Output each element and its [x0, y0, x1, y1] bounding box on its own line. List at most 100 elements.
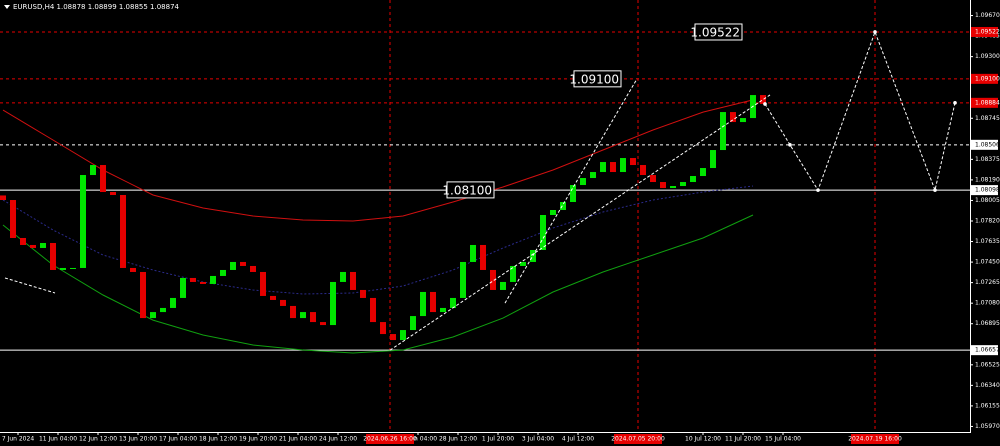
annotation-box	[446, 181, 495, 199]
candle-body	[100, 165, 106, 193]
candle-body	[160, 307, 166, 313]
candle-body	[410, 316, 416, 331]
level-label: 1.09522	[975, 28, 1000, 35]
candle-body	[430, 291, 436, 313]
candle-body	[80, 175, 86, 268]
annotation-box	[573, 70, 622, 88]
forecast-point	[816, 188, 820, 192]
candle-body	[0, 195, 6, 201]
time-marker-tag	[851, 434, 899, 444]
candle-body	[130, 267, 136, 272]
candle-body	[570, 185, 576, 203]
candle-body	[380, 322, 386, 335]
candle-body	[370, 297, 376, 323]
candle-body	[30, 244, 36, 248]
time-marker-tag	[614, 434, 662, 444]
candle-body	[690, 176, 696, 183]
y-tick-label: 1.09300	[975, 53, 1000, 60]
forecast-point	[763, 102, 767, 106]
x-tick-label: 4 Jul 12:00	[562, 436, 594, 443]
x-tick-label: 1 Jul 20:00	[482, 436, 514, 443]
time-marker-label: 2024.07.05 20:00	[611, 436, 665, 443]
level-tag	[971, 73, 998, 84]
forecast-point	[953, 101, 957, 105]
candle-body	[330, 281, 336, 326]
y-tick-label: 1.08190	[975, 176, 1000, 183]
candle-body	[500, 281, 506, 290]
y-tick-label: 1.07450	[975, 259, 1000, 266]
x-tick-label: 13 Jun 20:00	[119, 436, 157, 443]
y-tick-label: 1.07635	[975, 238, 1000, 245]
moving-average	[2, 185, 754, 295]
y-tick-label: 1.07820	[975, 217, 1000, 224]
candle-body	[140, 271, 146, 319]
x-tick-label: 15 Jul 04:00	[765, 436, 801, 443]
y-tick-label: 1.08745	[975, 115, 1000, 122]
y-tick-label: 1.09670	[975, 12, 1000, 19]
annotation-box	[694, 23, 743, 41]
y-tick-label: 1.08005	[975, 197, 1000, 204]
candle-body	[630, 158, 636, 166]
candle-body	[470, 244, 476, 262]
candle-body	[640, 165, 646, 176]
candle-body	[200, 281, 206, 284]
candle-body	[290, 305, 296, 319]
candle-body	[450, 297, 456, 308]
candle-body	[400, 330, 406, 341]
level-tag	[971, 97, 998, 108]
x-tick-label: 28 Jun 12:00	[439, 436, 477, 443]
candle-body	[590, 172, 596, 179]
x-tick-label: 19 Jun 20:00	[239, 436, 277, 443]
candle-body	[510, 265, 516, 282]
candle-body	[580, 178, 586, 186]
level-tag	[971, 185, 998, 196]
candle-body	[480, 244, 486, 270]
candle-body	[550, 210, 556, 216]
candle-body	[190, 277, 196, 282]
x-tick-label: 10 Jul 12:00	[685, 436, 721, 443]
candle-body	[50, 242, 56, 270]
level-label: 1.08098	[975, 187, 1000, 194]
x-tick-label: 17 Jun 04:00	[159, 436, 197, 443]
candle-body	[350, 271, 356, 290]
candle-body	[150, 312, 156, 319]
y-tick-label: 1.06340	[975, 382, 1000, 389]
candle-body	[220, 269, 226, 276]
level-label: 1.09100	[975, 75, 1000, 82]
candle-body	[70, 267, 76, 269]
candle-body	[490, 269, 496, 290]
candle-body	[650, 175, 656, 183]
x-tick-label: 18 Jun 12:00	[199, 436, 237, 443]
level-label: 1.06657	[975, 347, 1000, 354]
candle-body	[110, 192, 116, 196]
candle-body	[700, 168, 706, 177]
time-marker-tag	[366, 434, 414, 444]
candle-body	[600, 162, 606, 173]
candle-body	[240, 261, 246, 266]
menu-icon[interactable]	[4, 5, 10, 9]
candle-body	[250, 265, 256, 272]
candle-body	[120, 195, 126, 268]
y-tick-label: 1.07080	[975, 300, 1000, 307]
level-label: 1.08506	[975, 141, 1000, 148]
candle-body	[440, 307, 446, 313]
y-tick-label: 1.07265	[975, 279, 1000, 286]
candle-body	[560, 202, 566, 211]
candle-body	[340, 271, 346, 282]
x-tick-label: 7 Jun 2024	[2, 436, 34, 443]
x-tick-label: 12 Jun 12:00	[79, 436, 117, 443]
candle-body	[620, 158, 626, 173]
candle-body	[710, 150, 716, 169]
level-tag	[971, 139, 998, 150]
y-tick-label: 1.06155	[975, 402, 1000, 409]
level-label: 1.08884	[975, 99, 1000, 106]
trend-line	[4, 277, 56, 294]
annotation-label: 1.08100	[442, 183, 492, 197]
candle-body	[170, 297, 176, 308]
y-tick-label: 1.05970	[975, 423, 1000, 430]
time-marker-label: 2024.06.26 16:00	[363, 436, 417, 443]
forecast-point	[788, 143, 792, 147]
annotation-label: 1.09522	[690, 25, 740, 39]
